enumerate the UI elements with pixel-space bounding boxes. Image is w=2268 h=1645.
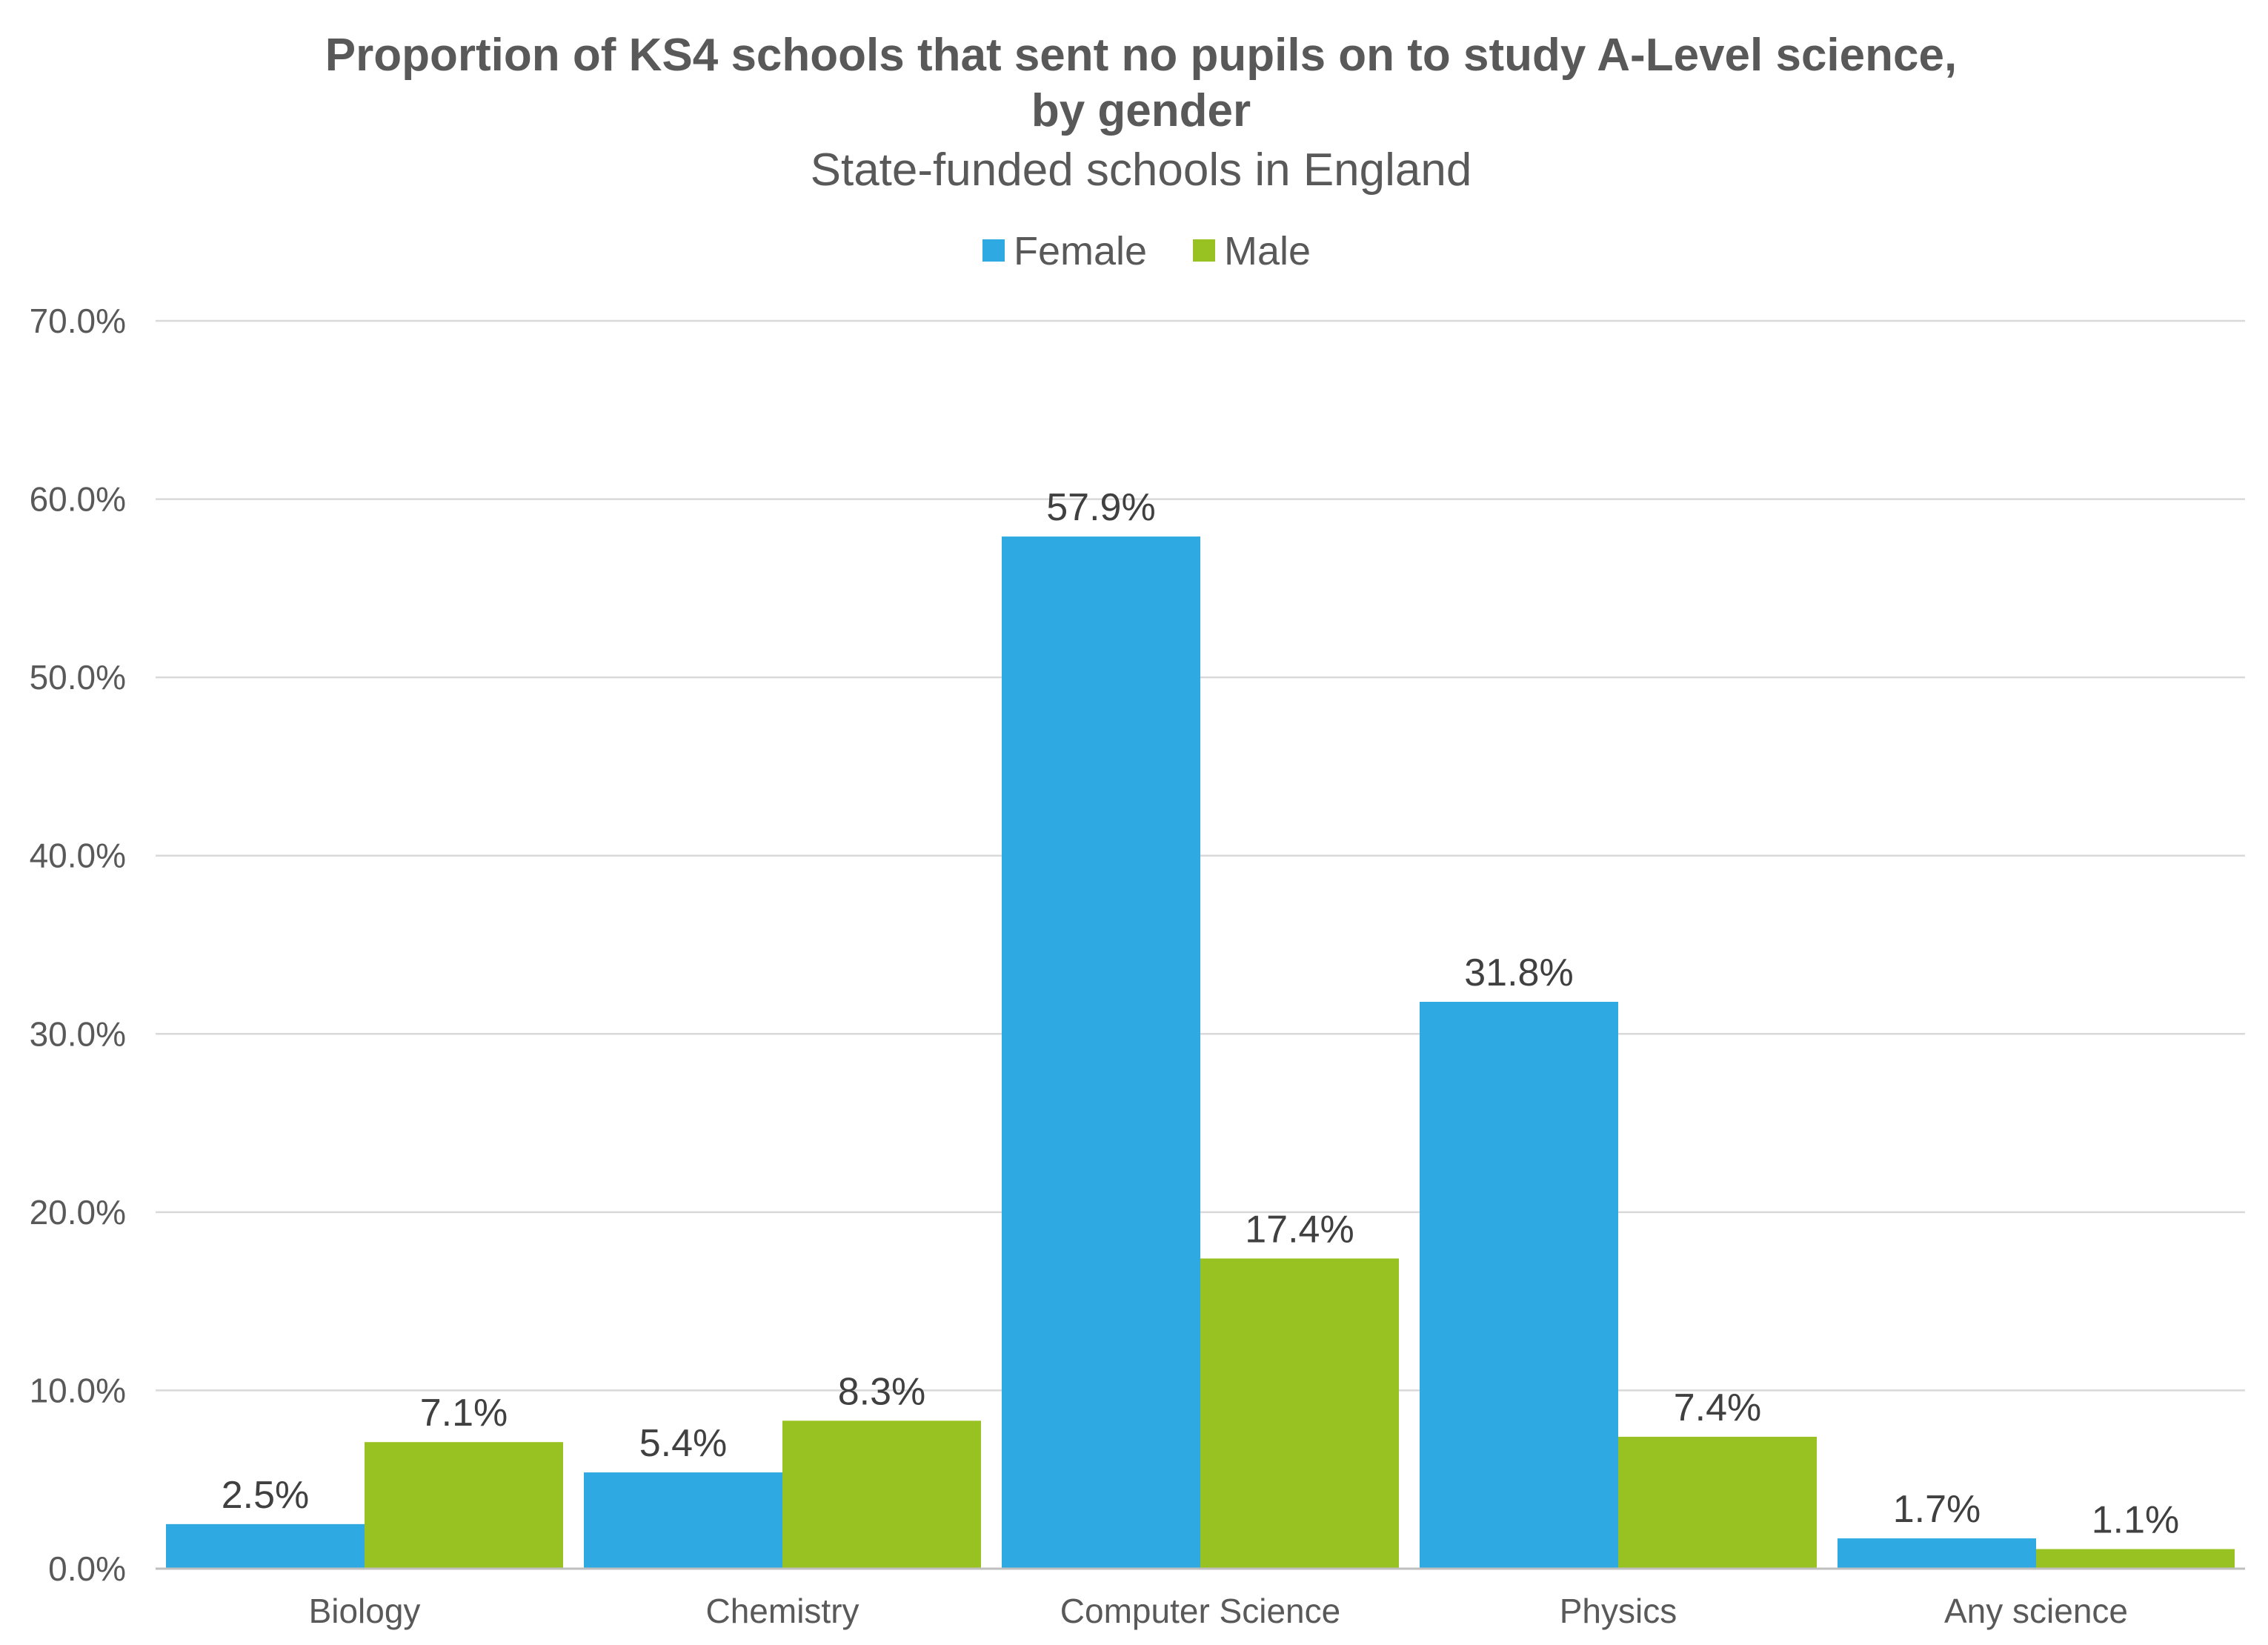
- bars: [166, 536, 2235, 1569]
- y-tick-label: 40.0%: [30, 837, 126, 875]
- data-label: 57.9%: [1046, 486, 1155, 529]
- bar-male-physics: [1618, 1436, 1817, 1569]
- x-category-label: Chemistry: [705, 1592, 859, 1630]
- bar-female-any-science: [1838, 1538, 2036, 1569]
- data-label: 31.8%: [1464, 951, 1573, 994]
- bar-female-chemistry: [584, 1472, 782, 1569]
- data-label: 5.4%: [639, 1422, 728, 1465]
- legend-label-female: Female: [1014, 229, 1147, 273]
- data-label: 1.1%: [2092, 1499, 2180, 1542]
- data-label: 1.7%: [1893, 1488, 1981, 1531]
- x-category-label: Physics: [1560, 1592, 1677, 1630]
- data-label: 7.1%: [420, 1392, 508, 1435]
- x-category-label: Computer Science: [1060, 1592, 1340, 1630]
- data-label: 17.4%: [1245, 1208, 1354, 1251]
- x-category-label: Any science: [1944, 1592, 2128, 1630]
- legend-swatch-female: [982, 239, 1005, 262]
- bar-female-biology: [166, 1523, 365, 1569]
- bar-female-computer-science: [1002, 536, 1200, 1569]
- data-labels: 2.5% 7.1% 5.4% 8.3% 57.9% 17.4% 31.8% 7.4% 1.7% 1…: [222, 486, 2180, 1541]
- x-axis-categories: Biology Chemistry Computer Science Physics A…: [309, 1592, 2128, 1630]
- chart-title: Proportion of KS4 schools that sent no p…: [325, 30, 1957, 81]
- bar-male-biology: [365, 1442, 563, 1569]
- y-tick-label: 30.0%: [30, 1014, 126, 1053]
- data-label: 7.4%: [1674, 1386, 1762, 1429]
- y-tick-label: 20.0%: [30, 1193, 126, 1232]
- y-tick-label: 60.0%: [30, 480, 126, 519]
- bar-male-any-science: [2036, 1549, 2235, 1569]
- bar-male-chemistry: [782, 1420, 981, 1569]
- legend-label-male: Male: [1224, 229, 1311, 273]
- y-tick-label: 70.0%: [30, 302, 126, 340]
- chart-subtitle: State-funded schools in England: [811, 144, 1472, 196]
- y-tick-label: 50.0%: [30, 658, 126, 697]
- y-tick-label: 0.0%: [48, 1549, 126, 1588]
- data-label: 2.5%: [222, 1474, 310, 1517]
- data-label: 8.3%: [838, 1370, 926, 1413]
- y-axis-ticks: 0.0% 10.0% 20.0% 30.0% 40.0% 50.0% 60.0% 70.0%: [30, 302, 126, 1588]
- bar-female-physics: [1420, 1001, 1618, 1569]
- chart-title-line2: by gender: [1031, 85, 1251, 136]
- y-tick-label: 10.0%: [30, 1371, 126, 1409]
- bar-male-computer-science: [1200, 1258, 1399, 1569]
- legend: Female Male: [982, 229, 1311, 273]
- x-category-label: Biology: [309, 1592, 421, 1630]
- legend-swatch-male: [1193, 239, 1215, 262]
